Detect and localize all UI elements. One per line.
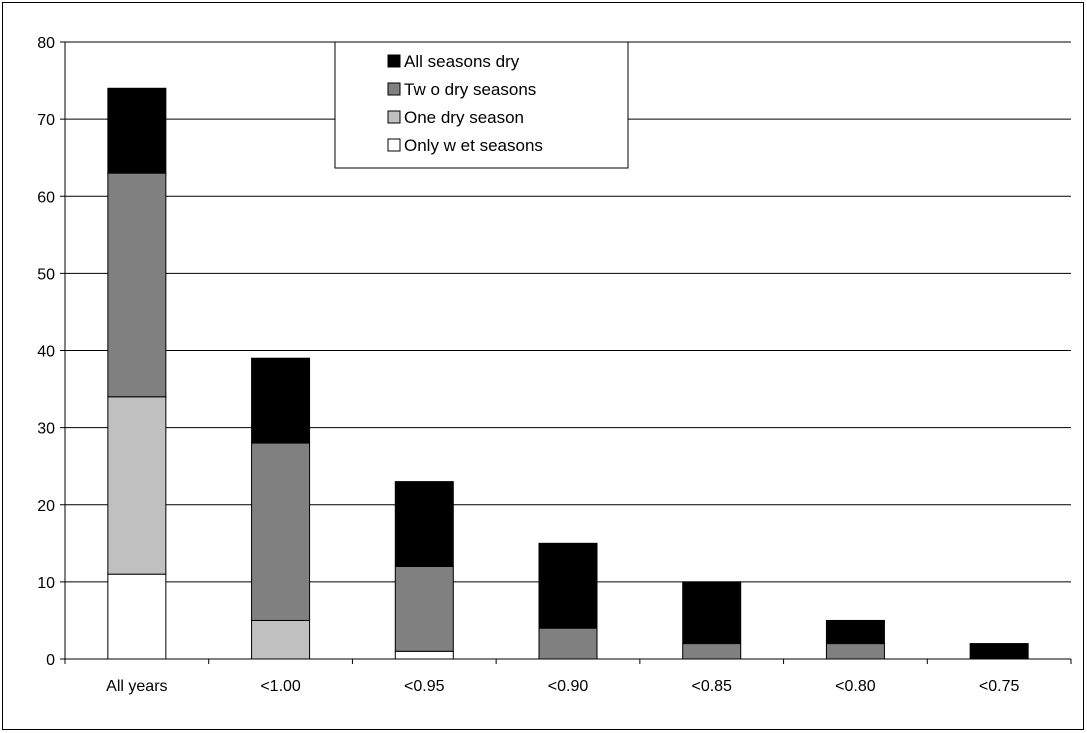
- bar-segment: [538, 542, 598, 629]
- bar-segment: [682, 643, 742, 660]
- y-tick-label: 20: [37, 498, 55, 515]
- bar-segment: [251, 442, 311, 621]
- legend-label: Tw o dry seasons: [404, 80, 536, 99]
- bar-segment: [969, 643, 1029, 660]
- bar-segment: [394, 650, 454, 660]
- legend-swatch: [387, 82, 401, 96]
- bar-segment: [107, 87, 167, 174]
- x-tick-label: <0.90: [548, 678, 589, 695]
- legend-label: All seasons dry: [404, 52, 520, 71]
- bar-segment: [107, 396, 167, 575]
- x-tick-label: <0.80: [835, 678, 876, 695]
- bar-segment: [825, 619, 885, 645]
- y-tick-label: 60: [37, 189, 55, 206]
- bar-segment: [251, 357, 311, 444]
- y-tick-label: 70: [37, 112, 55, 129]
- tick-labels: 0 10 20 30 40 50 60 70 80 All years <1.00 <0.95 <0.9…: [37, 35, 1019, 695]
- x-tick-label: <0.95: [404, 678, 445, 695]
- legend-swatch: [387, 110, 401, 124]
- bar-segment: [251, 619, 311, 660]
- bar-segment: [394, 565, 454, 652]
- y-tick-label: 0: [46, 652, 55, 669]
- y-tick-label: 80: [37, 35, 55, 52]
- bar-segment: [107, 172, 167, 398]
- bar-segment: [538, 627, 598, 660]
- y-tick-label: 30: [37, 421, 55, 438]
- y-tick-label: 40: [37, 344, 55, 361]
- bar-segment: [107, 573, 167, 660]
- legend-swatch: [387, 54, 401, 68]
- x-tick-label: <1.00: [260, 678, 301, 695]
- legend-box: [334, 41, 629, 169]
- legend: All seasons dry Tw o dry seasons One dry s…: [334, 41, 629, 169]
- y-tick-label: 10: [37, 575, 55, 592]
- y-tick-label: 50: [37, 266, 55, 283]
- bar-segment: [682, 581, 742, 645]
- bar-segment: [394, 481, 454, 567]
- legend-label: One dry season: [404, 108, 524, 127]
- legend-swatch: [387, 138, 401, 152]
- legend-label: Only w et seasons: [404, 136, 543, 155]
- x-tick-label: <0.85: [691, 678, 732, 695]
- x-tick-label: <0.75: [979, 678, 1020, 695]
- x-tick-label: All years: [106, 678, 167, 695]
- bar-segment: [825, 643, 885, 660]
- bars: [107, 87, 1029, 660]
- gridlines: [65, 41, 1071, 583]
